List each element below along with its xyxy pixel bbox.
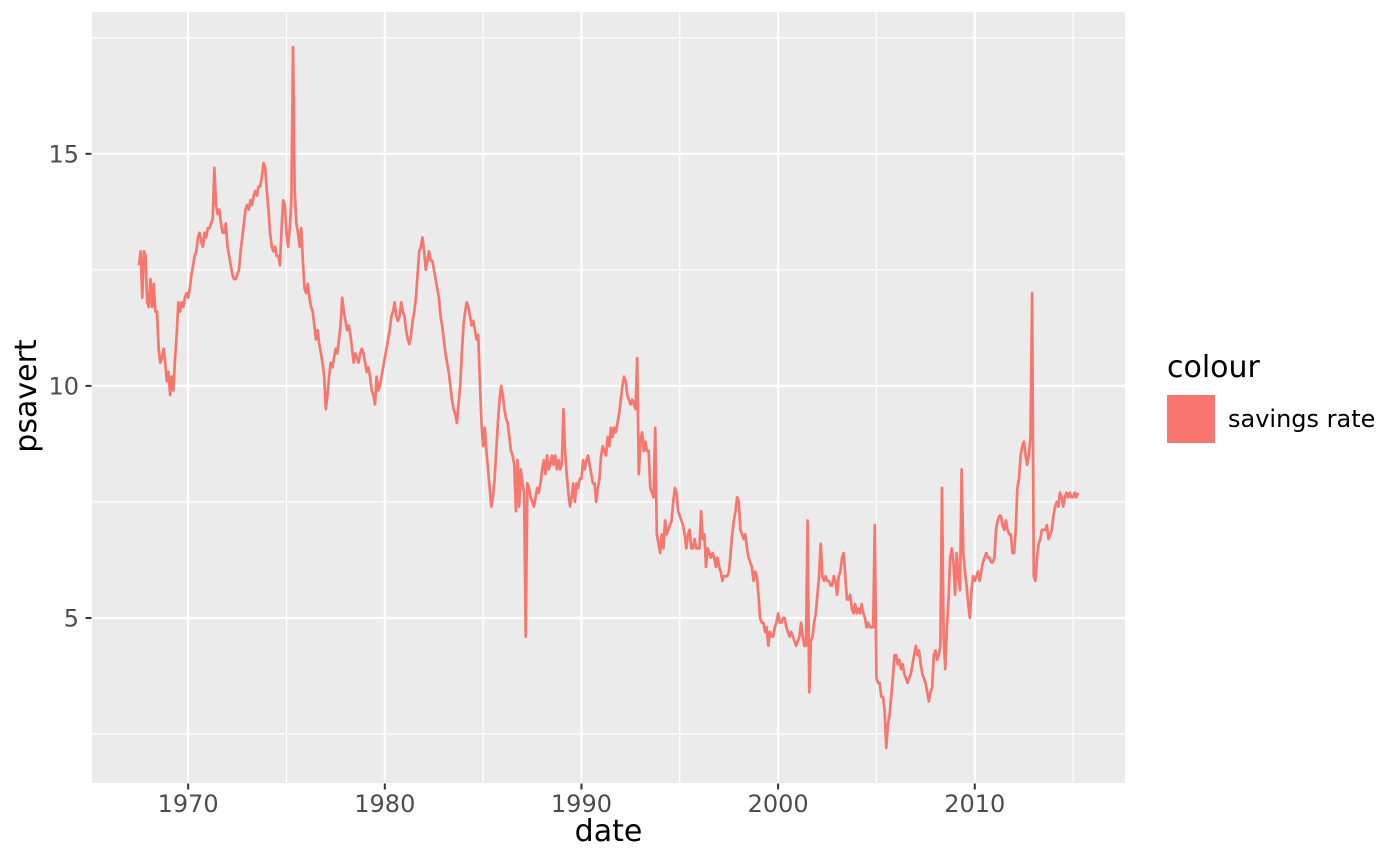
x-tick-label: 1980: [354, 790, 415, 818]
x-tick-label: 1970: [158, 790, 219, 818]
plot-panel: [92, 12, 1125, 783]
legend: colour savings rate: [1167, 353, 1375, 443]
y-tick-label: 5: [64, 604, 79, 632]
legend-title: colour: [1167, 350, 1260, 385]
series-line-savings-rate: [137, 45, 1080, 750]
y-tick-label: 10: [48, 372, 79, 400]
legend-item-label: savings rate: [1228, 405, 1376, 433]
y-tick-label: 15: [48, 140, 79, 168]
y-axis-title: psavert: [9, 339, 44, 453]
x-axis-title: date: [574, 814, 643, 849]
x-tick-label: 1990: [551, 790, 612, 818]
legend-item: savings rate: [1167, 395, 1375, 443]
x-tick-label: 2000: [748, 790, 809, 818]
x-tick-label: 2010: [944, 790, 1005, 818]
legend-key-swatch: [1167, 395, 1215, 443]
